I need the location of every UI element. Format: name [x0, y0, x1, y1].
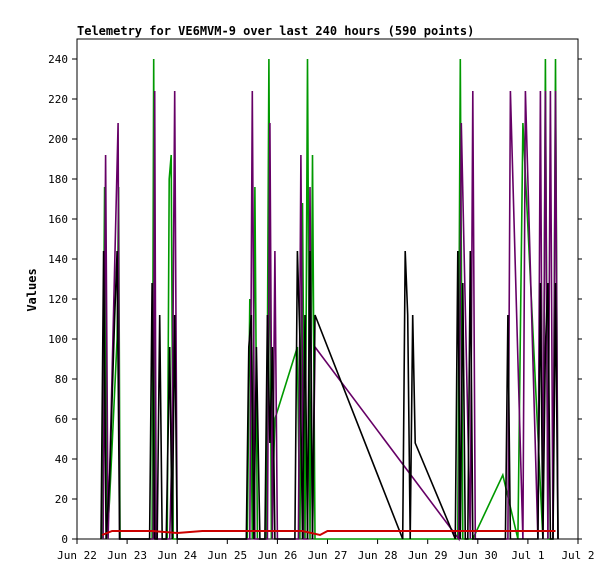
x-tick-label: Jun 25: [207, 549, 247, 562]
x-tick-label: Jul 1: [511, 549, 544, 562]
x-axis: Jun 22 Jun 23 Jun 24 Jun 25 Jun 26 Jun 27 Jun …: [57, 539, 595, 562]
y-tick-label: 140: [48, 253, 68, 266]
chart-title: Telemetry for VE6MVM-9 over last 240 hou…: [77, 24, 474, 38]
x-tick-label: Jun 30: [458, 549, 498, 562]
x-tick-label: Jun 26: [258, 549, 298, 562]
series-layer: [100, 58, 559, 542]
series-line-3: [100, 250, 559, 540]
series-line-4: [101, 530, 556, 537]
y-tick-label: 100: [48, 333, 68, 346]
y-tick-label: 80: [55, 373, 68, 386]
x-tick-label: Jun 22: [57, 549, 97, 562]
x-tick-label: Jun 29: [408, 549, 448, 562]
y-tick-label: 60: [55, 413, 68, 426]
series-line-2: [102, 90, 559, 542]
x-tick-label: Jun 28: [358, 549, 398, 562]
x-tick-label: Jul 2: [561, 549, 594, 562]
y-tick-label: 40: [55, 453, 68, 466]
x-tick-label: Jun 24: [157, 549, 197, 562]
y-tick-label: 20: [55, 493, 68, 506]
series-line-1: [101, 58, 559, 540]
y-tick-label: 120: [48, 293, 68, 306]
y-tick-label: 160: [48, 213, 68, 226]
y-tick-label: 180: [48, 173, 68, 186]
y-tick-label: 220: [48, 93, 68, 106]
y-axis-label: Values: [25, 268, 39, 311]
y-tick-label: 0: [61, 533, 68, 546]
y-axis: 0 20 40 60 80 100 120 140 160 180 200 220 240: [48, 53, 582, 546]
x-tick-label: Jun 27: [308, 549, 348, 562]
y-tick-label: 240: [48, 53, 68, 66]
y-tick-label: 200: [48, 133, 68, 146]
x-tick-label: Jun 23: [107, 549, 147, 562]
